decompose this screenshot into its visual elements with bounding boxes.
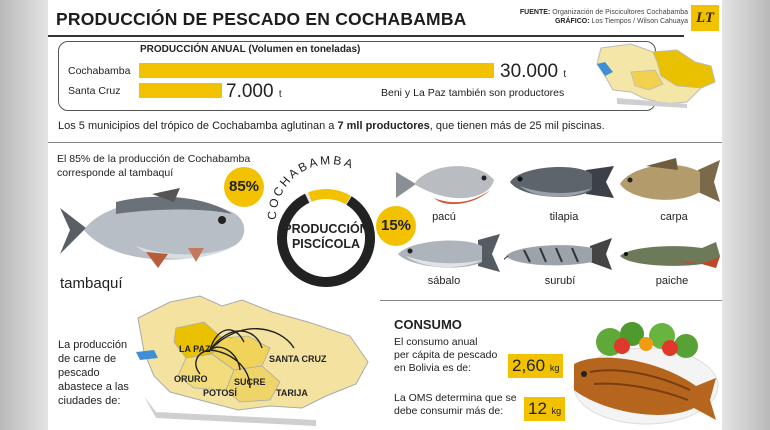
fish-name-surubi: surubí: [544, 275, 576, 287]
distribution-line-4: abastece a las: [58, 381, 129, 393]
consumo-line2: per cápita de pescado: [394, 349, 498, 361]
tilapia-fish-image: [510, 166, 614, 198]
oms-value: 12: [528, 399, 547, 418]
section-divider: [48, 142, 722, 143]
carpa-fish-image: [620, 158, 720, 202]
tambaqui-fish-image: [60, 188, 245, 268]
fish-name-paiche: paiche: [655, 275, 689, 287]
surubi-fish-image: [504, 238, 612, 270]
fish-name-sabalo: sábalo: [427, 275, 461, 287]
pacu-fish-image: [396, 166, 494, 205]
grafico-value: Los Tiempos / Wilson Cahuaya: [591, 18, 689, 25]
fuente-label: FUENTE:: [519, 9, 551, 16]
consumo-line3: en Bolivia es de:: [394, 362, 472, 374]
consumo-value: 2,60: [512, 356, 546, 375]
production-ring-chart: COCHABAMBA: [265, 153, 375, 287]
oms-line2: debe consumir más de:: [394, 405, 504, 417]
row-label-santa-cruz: Santa Cruz: [68, 85, 121, 97]
ring-label-line2: PISCÍCOLA: [291, 237, 361, 251]
production-value-cochabamba: 30.000 t: [500, 61, 566, 83]
production-heading: PRODUCCIÓN ANUAL (Volumen en toneladas): [140, 44, 361, 55]
newspaper-logo: LT: [691, 5, 719, 31]
consumo-divider: [380, 300, 722, 301]
sentence-part2: , que tienen más de 25 mil piscinas.: [429, 120, 605, 132]
oms-line1: La OMS determina que se: [394, 392, 517, 404]
tambaqui-note-line2: corresponde al tambaquí: [57, 167, 174, 179]
ring-segment-main: [277, 193, 375, 287]
ring-arc-label: COCHABAMBA: [265, 153, 357, 220]
oms-unit: kg: [551, 406, 562, 416]
bolivia-map-mini: [596, 43, 716, 108]
consumo-title: CONSUMO: [394, 317, 462, 332]
right-margin: [722, 0, 770, 430]
grafico-label: GRÁFICO:: [554, 18, 590, 25]
infographic: PRODUCCIÓN DE PESCADO EN COCHABAMBA FUEN…: [48, 0, 722, 430]
fish-name-carpa: carpa: [660, 211, 688, 223]
title-rule: [48, 35, 684, 37]
credits: FUENTE: Organización de Piscicultores Co…: [520, 8, 688, 26]
city-santa-cruz: SANTA CRUZ: [269, 354, 327, 364]
fish-name-tilapia: tilapia: [549, 211, 579, 223]
ring-segment-other: [308, 189, 351, 205]
oms-text: La OMS determina que se debe consumir má…: [394, 392, 517, 418]
left-margin: [0, 0, 48, 430]
producers-note: Beni y La Paz también son productores: [381, 87, 565, 99]
distribution-line-1: La producción: [58, 339, 128, 351]
consumo-unit: kg: [549, 363, 560, 373]
production-bar-santa-cruz: [139, 83, 222, 98]
fuente-value: Organización de Piscicultores Cochabamba: [552, 9, 688, 16]
ring-label-line1: PRODUCCIÓN: [283, 222, 369, 236]
row-label-cochabamba: Cochabamba: [68, 65, 131, 77]
production-value-santa-cruz: 7.000 t: [226, 81, 282, 103]
sabalo-fish-image: [398, 234, 500, 272]
tambaqui-note-line1: El 85% de la producción de Cochabamba: [57, 153, 251, 165]
fried-fish-plate-image: [573, 322, 719, 425]
city-la-paz: LA PAZ: [179, 344, 211, 354]
tambaqui-note: El 85% de la producción de Cochabamba co…: [57, 152, 250, 180]
city-oruro: ORURO: [174, 374, 208, 384]
production-bar-cochabamba: [139, 63, 494, 78]
sentence-highlight: 7 mll productores: [337, 120, 430, 132]
fish-name-pacu: pacú: [432, 211, 456, 223]
tambaqui-label: tambaquí: [60, 275, 123, 292]
sentence-part1: Los 5 municipios del trópico de Cochabam…: [58, 120, 338, 132]
consumo-value-box: 2,60 kg: [508, 354, 564, 378]
city-sucre: SUCRE: [234, 377, 266, 387]
distribution-text: La producción de carne de pescado abaste…: [58, 338, 129, 408]
municipios-sentence: Los 5 municipios del trópico de Cochabam…: [58, 120, 605, 132]
distribution-line-5: ciudades de:: [58, 395, 121, 407]
badge-15-percent: 15%: [376, 206, 416, 246]
value-santa-cruz: 7.000: [226, 81, 274, 102]
unit-cochabamba: t: [563, 69, 567, 80]
badge-85-percent: 85%: [224, 167, 264, 207]
distribution-line-3: pescado: [58, 367, 100, 379]
page-title: PRODUCCIÓN DE PESCADO EN COCHABAMBA: [56, 9, 467, 29]
city-potosi: POTOSÍ: [203, 388, 237, 398]
ring-center-label: PRODUCCIÓN PISCÍCOLA: [271, 222, 381, 252]
paiche-fish-image: [620, 242, 720, 268]
value-cochabamba: 30.000: [500, 61, 559, 82]
oms-value-box: 12 kg: [524, 397, 566, 421]
city-tarija: TARIJA: [276, 388, 308, 398]
distribution-line-2: de carne de: [58, 353, 117, 365]
unit-santa-cruz: t: [278, 89, 282, 100]
bolivia-distribution-map: [136, 295, 369, 426]
consumo-text: El consumo anual per cápita de pescado e…: [394, 336, 497, 375]
consumo-line1: El consumo anual: [394, 336, 478, 348]
